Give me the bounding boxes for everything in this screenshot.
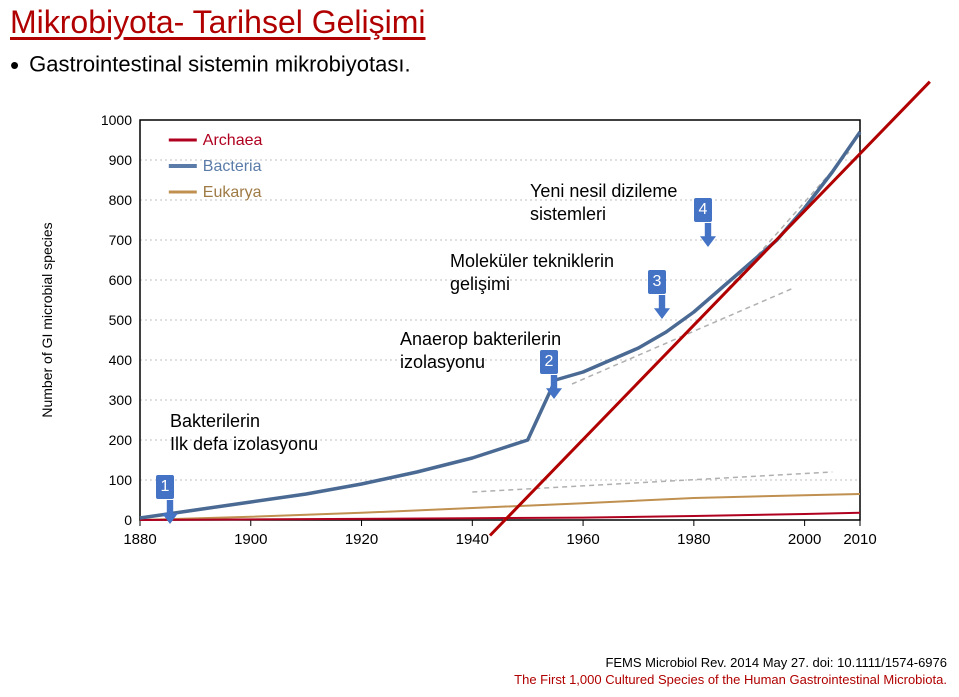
page-title: Mikrobiyota- Tarihsel Gelişimi (10, 4, 426, 41)
page-subtitle: Gastrointestinal sistemin mikrobiyotası. (10, 50, 411, 81)
svg-text:400: 400 (109, 352, 133, 368)
down-arrow-icon (162, 500, 178, 524)
svg-text:1960: 1960 (566, 531, 599, 548)
svg-text:600: 600 (109, 272, 133, 288)
down-arrow-icon (546, 375, 562, 399)
svg-text:1900: 1900 (234, 531, 267, 548)
annotation-a1: BakterilerinIlk defa izolasyonu (170, 410, 318, 455)
svg-text:1940: 1940 (456, 531, 489, 548)
down-arrow-icon (654, 295, 670, 319)
annotation-number-3: 3 (648, 270, 666, 294)
chart-container: 0 100 200 300 400 500 600 700 800 900 1000 1880 1900… (30, 100, 900, 570)
svg-text:1920: 1920 (345, 531, 378, 548)
svg-text:1000: 1000 (101, 112, 132, 128)
svg-text:Number of GI microbial species: Number of GI microbial species (39, 222, 55, 417)
svg-text:Bacteria: Bacteria (203, 158, 262, 175)
down-arrow-icon (700, 223, 716, 247)
annotation-a4: Yeni nesil dizilemesistemleri (530, 180, 677, 225)
citation-line2: The First 1,000 Cultured Species of the … (514, 671, 947, 689)
svg-text:900: 900 (109, 152, 133, 168)
citation-line1: FEMS Microbiol Rev. 2014 May 27. doi: 10… (514, 654, 947, 672)
svg-text:300: 300 (109, 392, 133, 408)
svg-text:1880: 1880 (123, 531, 156, 548)
svg-text:200: 200 (109, 432, 133, 448)
svg-text:800: 800 (109, 192, 133, 208)
svg-text:500: 500 (109, 312, 133, 328)
svg-text:100: 100 (109, 472, 133, 488)
svg-text:0: 0 (124, 512, 132, 528)
citation-block: FEMS Microbiol Rev. 2014 May 27. doi: 10… (514, 654, 947, 689)
annotation-number-4: 4 (694, 198, 712, 222)
annotation-number-2: 2 (540, 350, 558, 374)
svg-text:700: 700 (109, 232, 133, 248)
annotation-a2: Anaerop bakterilerinizolasyonu (400, 328, 561, 373)
annotation-a3: Moleküler teknikleringelişimi (450, 250, 614, 295)
svg-text:2000: 2000 (788, 531, 821, 548)
svg-text:1980: 1980 (677, 531, 710, 548)
svg-text:Eukarya: Eukarya (203, 184, 262, 201)
annotation-number-1: 1 (156, 475, 174, 499)
svg-text:Archaea: Archaea (203, 132, 263, 149)
svg-text:2010: 2010 (843, 531, 876, 548)
